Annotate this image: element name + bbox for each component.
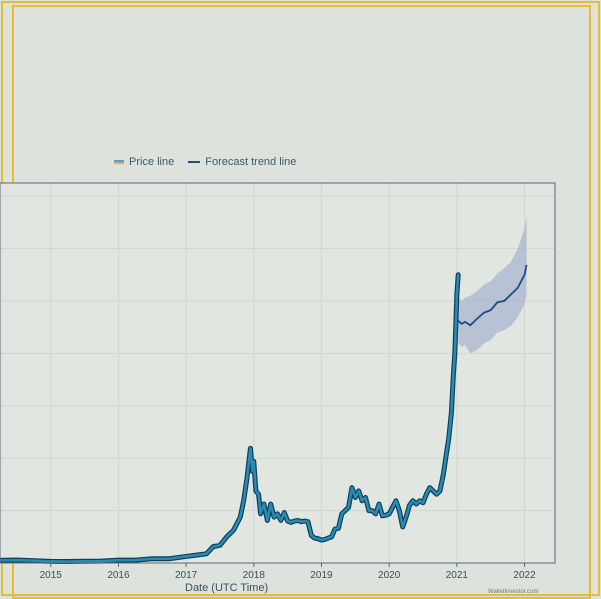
forecast-trend-line bbox=[457, 264, 528, 327]
legend-item-forecast[interactable]: Forecast trend line bbox=[188, 156, 296, 168]
plot-frame bbox=[0, 182, 556, 564]
x-tick-label: 2021 bbox=[446, 570, 469, 581]
x-tick-label: 2016 bbox=[107, 570, 130, 581]
legend-forecast-label: Forecast trend line bbox=[205, 156, 297, 168]
price-line-swatch bbox=[114, 160, 124, 164]
watermark: WalletInvestor.com bbox=[488, 589, 539, 595]
x-axis-label: Date (UTC Time) bbox=[185, 582, 269, 594]
x-tick-label: 2022 bbox=[513, 570, 536, 581]
x-tick-label: 2017 bbox=[175, 570, 198, 581]
forecast-band-area bbox=[458, 215, 527, 354]
grid-lines bbox=[0, 183, 555, 564]
forecast-line-swatch bbox=[188, 161, 201, 163]
plot-area bbox=[0, 183, 555, 563]
price-line bbox=[0, 273, 460, 563]
x-axis-ticks: 2015 2016 2017 2018 2019 2020 2021 2022 bbox=[40, 563, 536, 581]
legend-price-label: Price line bbox=[129, 156, 175, 168]
x-tick-label: 2019 bbox=[310, 570, 333, 581]
x-tick-label: 2020 bbox=[378, 570, 401, 581]
x-tick-label: 2015 bbox=[40, 570, 63, 581]
forecast-confidence-band bbox=[458, 215, 527, 354]
legend-item-price[interactable]: Price line bbox=[114, 156, 174, 168]
x-tick-label: 2018 bbox=[243, 570, 266, 581]
series-lines bbox=[0, 264, 528, 564]
chart-legend: Price line Forecast trend line bbox=[114, 156, 296, 168]
